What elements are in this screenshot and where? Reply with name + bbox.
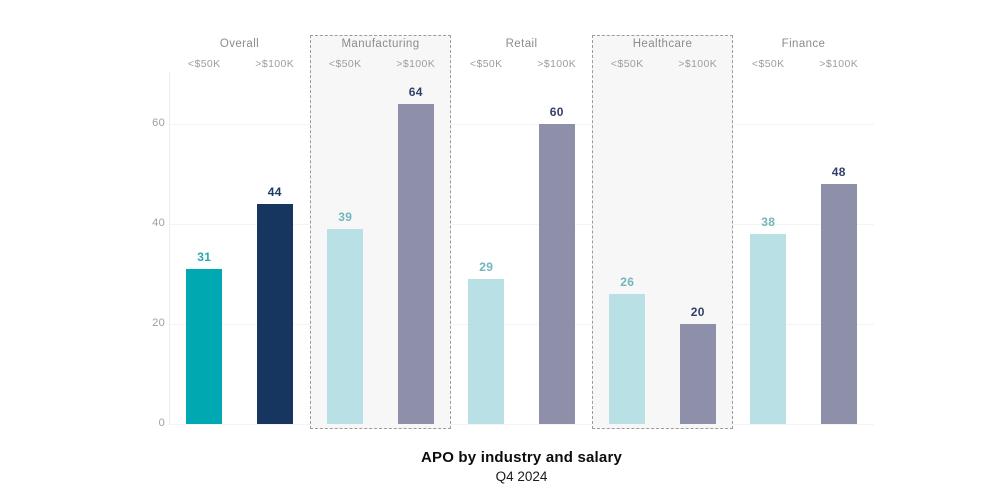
bar-value-label: 48 [831, 165, 846, 179]
y-tick-label: 0 [158, 417, 165, 429]
gridline-y-20 [169, 323, 874, 325]
bar-value-label: 20 [690, 305, 705, 319]
bar-finance-under50k [750, 234, 787, 424]
bar-value-label: 60 [549, 105, 564, 119]
bar-finance-over100k [820, 184, 857, 424]
group-label: Retail [505, 38, 538, 50]
bar-value-label: 39 [338, 210, 353, 224]
series-label: >$100K [255, 58, 295, 70]
bar-healthcare-under50k [609, 294, 646, 424]
gridline-y-60 [169, 123, 874, 125]
group-finance: Finance <$50K 38 >$100K 48 [733, 0, 874, 500]
series-label: <$50K [328, 58, 362, 70]
group-label: Overall [219, 38, 260, 50]
series-label: <$50K [751, 58, 785, 70]
bar-value-label: 44 [267, 185, 282, 199]
bar-overall-under50k [186, 269, 223, 424]
y-axis-line [169, 72, 170, 424]
series-label: <$50K [187, 58, 221, 70]
bar-overall-over100k [256, 204, 293, 424]
y-tick-label: 20 [152, 317, 165, 329]
series-label: >$100K [537, 58, 577, 70]
bar-retail-under50k [468, 279, 505, 424]
y-tick-label: 60 [152, 117, 165, 129]
bar-retail-over100k [538, 124, 575, 424]
group-manufacturing: Manufacturing <$50K 39 >$100K 64 [310, 0, 451, 500]
title-block: APO by industry and salary Q4 2024 [169, 449, 874, 484]
chart-subtitle: Q4 2024 [495, 469, 548, 484]
bar-value-label: 31 [197, 250, 212, 264]
bar-value-label: 38 [761, 215, 776, 229]
gridline-y-40 [169, 223, 874, 225]
bar-value-label: 64 [408, 85, 423, 99]
bar-healthcare-over100k [679, 324, 716, 424]
bar-manufacturing-over100k [397, 104, 434, 424]
group-overall: Overall <$50K 31 >$100K 44 [169, 0, 310, 500]
chart-title: APO by industry and salary [420, 449, 623, 466]
group-label: Healthcare [632, 38, 693, 50]
series-label: <$50K [610, 58, 644, 70]
group-label: Finance [781, 38, 826, 50]
group-label: Manufacturing [341, 38, 420, 50]
group-retail: Retail <$50K 29 >$100K 60 [451, 0, 592, 500]
series-label: >$100K [396, 58, 436, 70]
gridline-y-0 [169, 423, 874, 425]
group-healthcare: Healthcare <$50K 26 >$100K 20 [592, 0, 733, 500]
series-label: >$100K [678, 58, 718, 70]
bar-manufacturing-under50k [327, 229, 364, 424]
y-tick-label: 40 [152, 217, 165, 229]
series-label: >$100K [819, 58, 859, 70]
bar-value-label: 26 [620, 275, 635, 289]
series-label: <$50K [469, 58, 503, 70]
bar-value-label: 29 [479, 260, 494, 274]
